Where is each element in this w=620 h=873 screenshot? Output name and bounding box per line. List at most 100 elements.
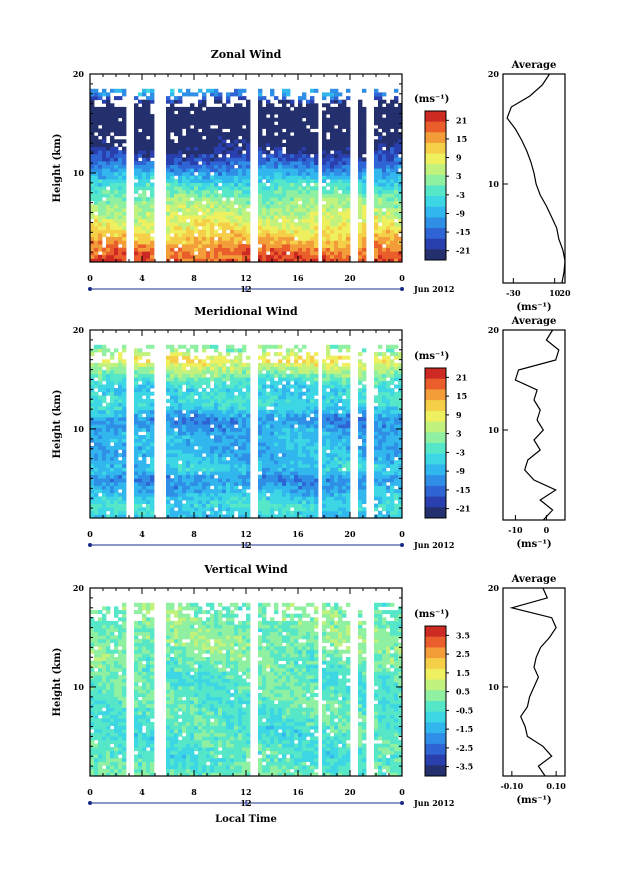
heatmap-cell — [122, 409, 127, 414]
heatmap-cell — [118, 500, 123, 504]
heatmap-cell — [238, 92, 243, 97]
heatmap-cell — [286, 128, 291, 133]
heatmap-cell — [186, 489, 191, 494]
heatmap-cell — [150, 460, 155, 465]
heatmap-cell — [242, 106, 247, 111]
heatmap-cell — [222, 481, 227, 486]
heatmap-cell — [134, 478, 139, 483]
heatmap-cell — [346, 114, 351, 119]
heatmap-cell — [222, 189, 227, 194]
heatmap-cell — [394, 132, 399, 137]
heatmap-cell — [278, 110, 283, 115]
heatmap-cell — [302, 211, 307, 216]
heatmap-cell — [382, 222, 387, 227]
heatmap-cell — [286, 207, 291, 212]
heatmap-cell — [102, 417, 107, 421]
heatmap-cell — [290, 510, 295, 515]
heatmap-cell — [174, 438, 179, 443]
heatmap-cell — [270, 139, 275, 144]
heatmap-cell — [142, 186, 147, 191]
heatmap-cell — [122, 424, 127, 429]
heatmap-cell — [306, 204, 311, 209]
heatmap-cell — [202, 420, 207, 425]
heatmap-cell — [238, 500, 243, 504]
heatmap-cell — [314, 204, 319, 209]
heatmap-cell — [166, 503, 171, 508]
heatmap-cell — [190, 391, 195, 396]
heatmap-cell — [330, 124, 335, 129]
heatmap-cell — [150, 189, 155, 194]
heatmap-cell — [278, 485, 283, 490]
heatmap-cell — [166, 500, 171, 504]
heatmap-cell — [218, 471, 223, 476]
heatmap-cell — [146, 254, 151, 259]
heatmap-cell — [386, 258, 391, 263]
heatmap-cell — [114, 251, 119, 256]
heatmap-cell — [138, 352, 143, 357]
heatmap-cell — [282, 510, 287, 515]
heatmap-cell — [274, 179, 279, 183]
heatmap-cell — [182, 377, 187, 382]
heatmap-cell — [242, 453, 247, 458]
heatmap-cell — [226, 157, 231, 162]
heatmap-cell — [302, 171, 307, 176]
heatmap-cell — [338, 150, 343, 155]
heatmap-cell — [274, 150, 279, 155]
heatmap-cell — [150, 244, 155, 248]
date-marker: 12 — [240, 284, 251, 294]
heatmap-cell — [114, 406, 119, 411]
heatmap-cell — [178, 189, 183, 194]
heatmap-cell — [106, 189, 111, 194]
heatmap-cell — [138, 453, 143, 458]
heatmap-cell — [382, 99, 387, 104]
heatmap-cell — [302, 207, 307, 212]
heatmap-cell — [234, 233, 239, 238]
heatmap-cell — [198, 485, 203, 490]
heatmap-cell — [194, 467, 199, 472]
heatmap-cell — [198, 427, 203, 432]
heatmap-cell — [398, 103, 403, 108]
heatmap-cell — [214, 402, 219, 407]
heatmap-cell — [266, 352, 271, 357]
heatmap-cell — [178, 402, 183, 407]
heatmap-cell — [214, 442, 219, 447]
heatmap-cell — [338, 244, 343, 248]
heatmap-cell — [290, 153, 295, 158]
heatmap-cell — [178, 236, 183, 241]
heatmap-cell — [262, 355, 267, 360]
heatmap-cell — [246, 445, 251, 450]
heatmap-cell — [110, 481, 115, 486]
heatmap-cell — [242, 229, 247, 234]
heatmap-cell — [178, 503, 183, 508]
heatmap-cell — [194, 503, 199, 508]
heatmap-cell — [138, 229, 143, 234]
heatmap-cell — [322, 204, 327, 209]
heatmap-cell — [118, 247, 123, 252]
heatmap-cell — [314, 236, 319, 241]
heatmap-cell — [198, 409, 203, 414]
heatmap-cell — [282, 373, 287, 378]
heatmap-cell — [118, 471, 123, 476]
heatmap-cell — [150, 139, 155, 144]
heatmap-cell — [146, 106, 151, 111]
heatmap-cell — [358, 164, 363, 169]
heatmap-cell — [342, 121, 347, 126]
heatmap-cell — [134, 503, 139, 508]
heatmap-cell — [174, 236, 179, 241]
heatmap-cell — [238, 366, 243, 371]
heatmap-cell — [94, 186, 99, 191]
heatmap-cell — [214, 88, 219, 93]
heatmap-cell — [238, 254, 243, 259]
heatmap-cell — [266, 445, 271, 450]
heatmap-cell — [134, 395, 139, 400]
heatmap-cell — [334, 99, 339, 104]
heatmap-cell — [390, 225, 395, 230]
heatmap-cell — [186, 193, 191, 198]
heatmap-cell — [106, 496, 111, 501]
heatmap-cell — [246, 424, 251, 429]
heatmap-cell — [326, 168, 331, 173]
heatmap-cell — [210, 117, 215, 122]
heatmap-cell — [322, 161, 327, 165]
heatmap-cell — [262, 171, 267, 176]
heatmap-cell — [274, 507, 279, 512]
